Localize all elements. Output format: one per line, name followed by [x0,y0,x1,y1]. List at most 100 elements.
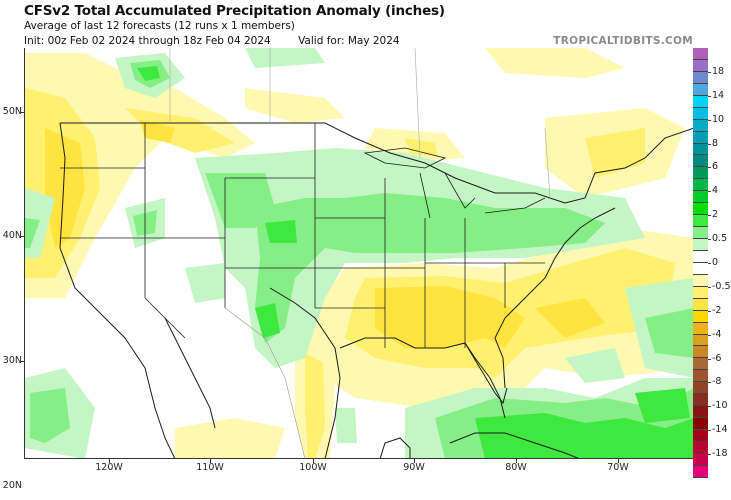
legend-swatch [693,71,708,84]
legend-tick [708,454,711,456]
chart-title: CFSv2 Total Accumulated Precipitation An… [24,3,445,19]
lon-label-100w: 100W [299,462,327,473]
lat-label-50n: 50N [2,106,22,117]
legend-label: 10 [712,113,725,125]
legend-swatch [693,465,708,478]
legend-label: -8 [712,376,722,388]
legend-label: 0.5 [712,233,728,245]
legend-tick [708,310,711,312]
legend-tick [708,382,711,384]
legend-tick [708,119,711,121]
lon-label-120w: 120W [95,462,123,473]
legend-swatch [693,418,708,430]
lat-label-40n: 40N [2,230,22,241]
legend-swatch [693,179,708,192]
lat-tick [20,361,24,362]
legend-swatch [693,239,708,251]
legend-swatch [693,430,708,442]
legend-swatch [693,298,708,311]
boundaries [59,48,693,458]
legend-tick [708,358,711,360]
lat-label-20n: 20N [2,480,22,491]
precipitation-anomaly-map [24,48,693,459]
lon-label-110w: 110W [196,462,224,473]
legend-tick [708,143,711,145]
lon-tick [618,459,619,463]
legend-swatch [693,453,708,466]
legend-tick [708,430,711,432]
legend-label: 0 [712,257,719,268]
legend-swatch [693,83,708,96]
legend-swatch [693,59,708,72]
legend-label: -6 [712,352,722,364]
legend-tick [708,191,711,193]
lat-label-30n: 30N [2,355,22,366]
legend-label: 6 [712,161,719,173]
legend-swatch [693,310,708,323]
init-time: Init: 00z Feb 02 2024 through 18z Feb 04… [24,35,271,47]
legend-swatch [693,95,708,108]
legend-swatch [693,107,708,120]
legend-label: -4 [712,328,722,340]
lon-tick [210,459,211,463]
legend-swatch [693,250,708,263]
chart-subtitle: Average of last 12 forecasts (12 runs x … [24,20,295,32]
legend-swatch [693,334,708,347]
lon-tick [516,459,517,463]
legend-label: 8 [712,137,719,149]
legend-swatch [693,167,708,180]
legend-tick [708,286,711,288]
lat-tick [20,236,24,237]
color-legend [693,48,708,478]
legend-swatch [693,155,708,168]
legend-swatch [693,131,708,144]
lon-label-70w: 70W [607,462,629,473]
legend-label: -10 [712,400,728,412]
legend-swatch [693,48,708,60]
anomaly-field [25,48,693,458]
legend-swatch [693,394,708,407]
wet-anomaly-regions [25,48,693,458]
valid-time: Valid for: May 2024 [298,35,400,47]
legend-swatch [693,274,708,287]
legend-label: -0.5 [712,280,731,292]
legend-tick [708,334,711,336]
legend-swatch [693,322,708,335]
lon-label-90w: 90W [403,462,425,473]
legend-label: 2 [712,209,719,221]
legend-label: -14 [712,424,728,436]
lon-tick [313,459,314,463]
lon-tick [414,459,415,463]
legend-swatch [693,346,708,359]
legend-swatch [693,286,708,299]
legend-swatch [693,382,708,395]
legend-tick [708,71,711,73]
legend-swatch [693,358,708,371]
legend-label: 18 [712,65,725,77]
legend-label: -18 [712,448,728,460]
legend-tick [708,95,711,97]
lat-tick [20,112,24,113]
init-valid-line: Init: 00z Feb 02 2024 through 18z Feb 04… [24,35,400,47]
legend-swatch [693,215,708,228]
legend-label: -2 [712,304,722,316]
legend-swatch [693,441,708,454]
legend-label: 4 [712,185,719,197]
legend-swatch [693,370,708,383]
site-credit: TROPICALTIDBITS.COM [553,35,693,47]
legend-swatch [693,406,708,419]
legend-swatch [693,191,708,204]
legend-tick [708,263,711,264]
legend-tick [708,215,711,217]
legend-tick [708,239,711,241]
legend-swatch [693,203,708,216]
legend-tick [708,167,711,169]
legend-label: 14 [712,89,725,101]
legend-swatch [693,119,708,132]
legend-swatch [693,227,708,239]
legend-swatch [693,262,708,275]
lon-tick [109,459,110,463]
lon-label-80w: 80W [505,462,527,473]
legend-tick [708,406,711,408]
legend-swatch [693,143,708,156]
